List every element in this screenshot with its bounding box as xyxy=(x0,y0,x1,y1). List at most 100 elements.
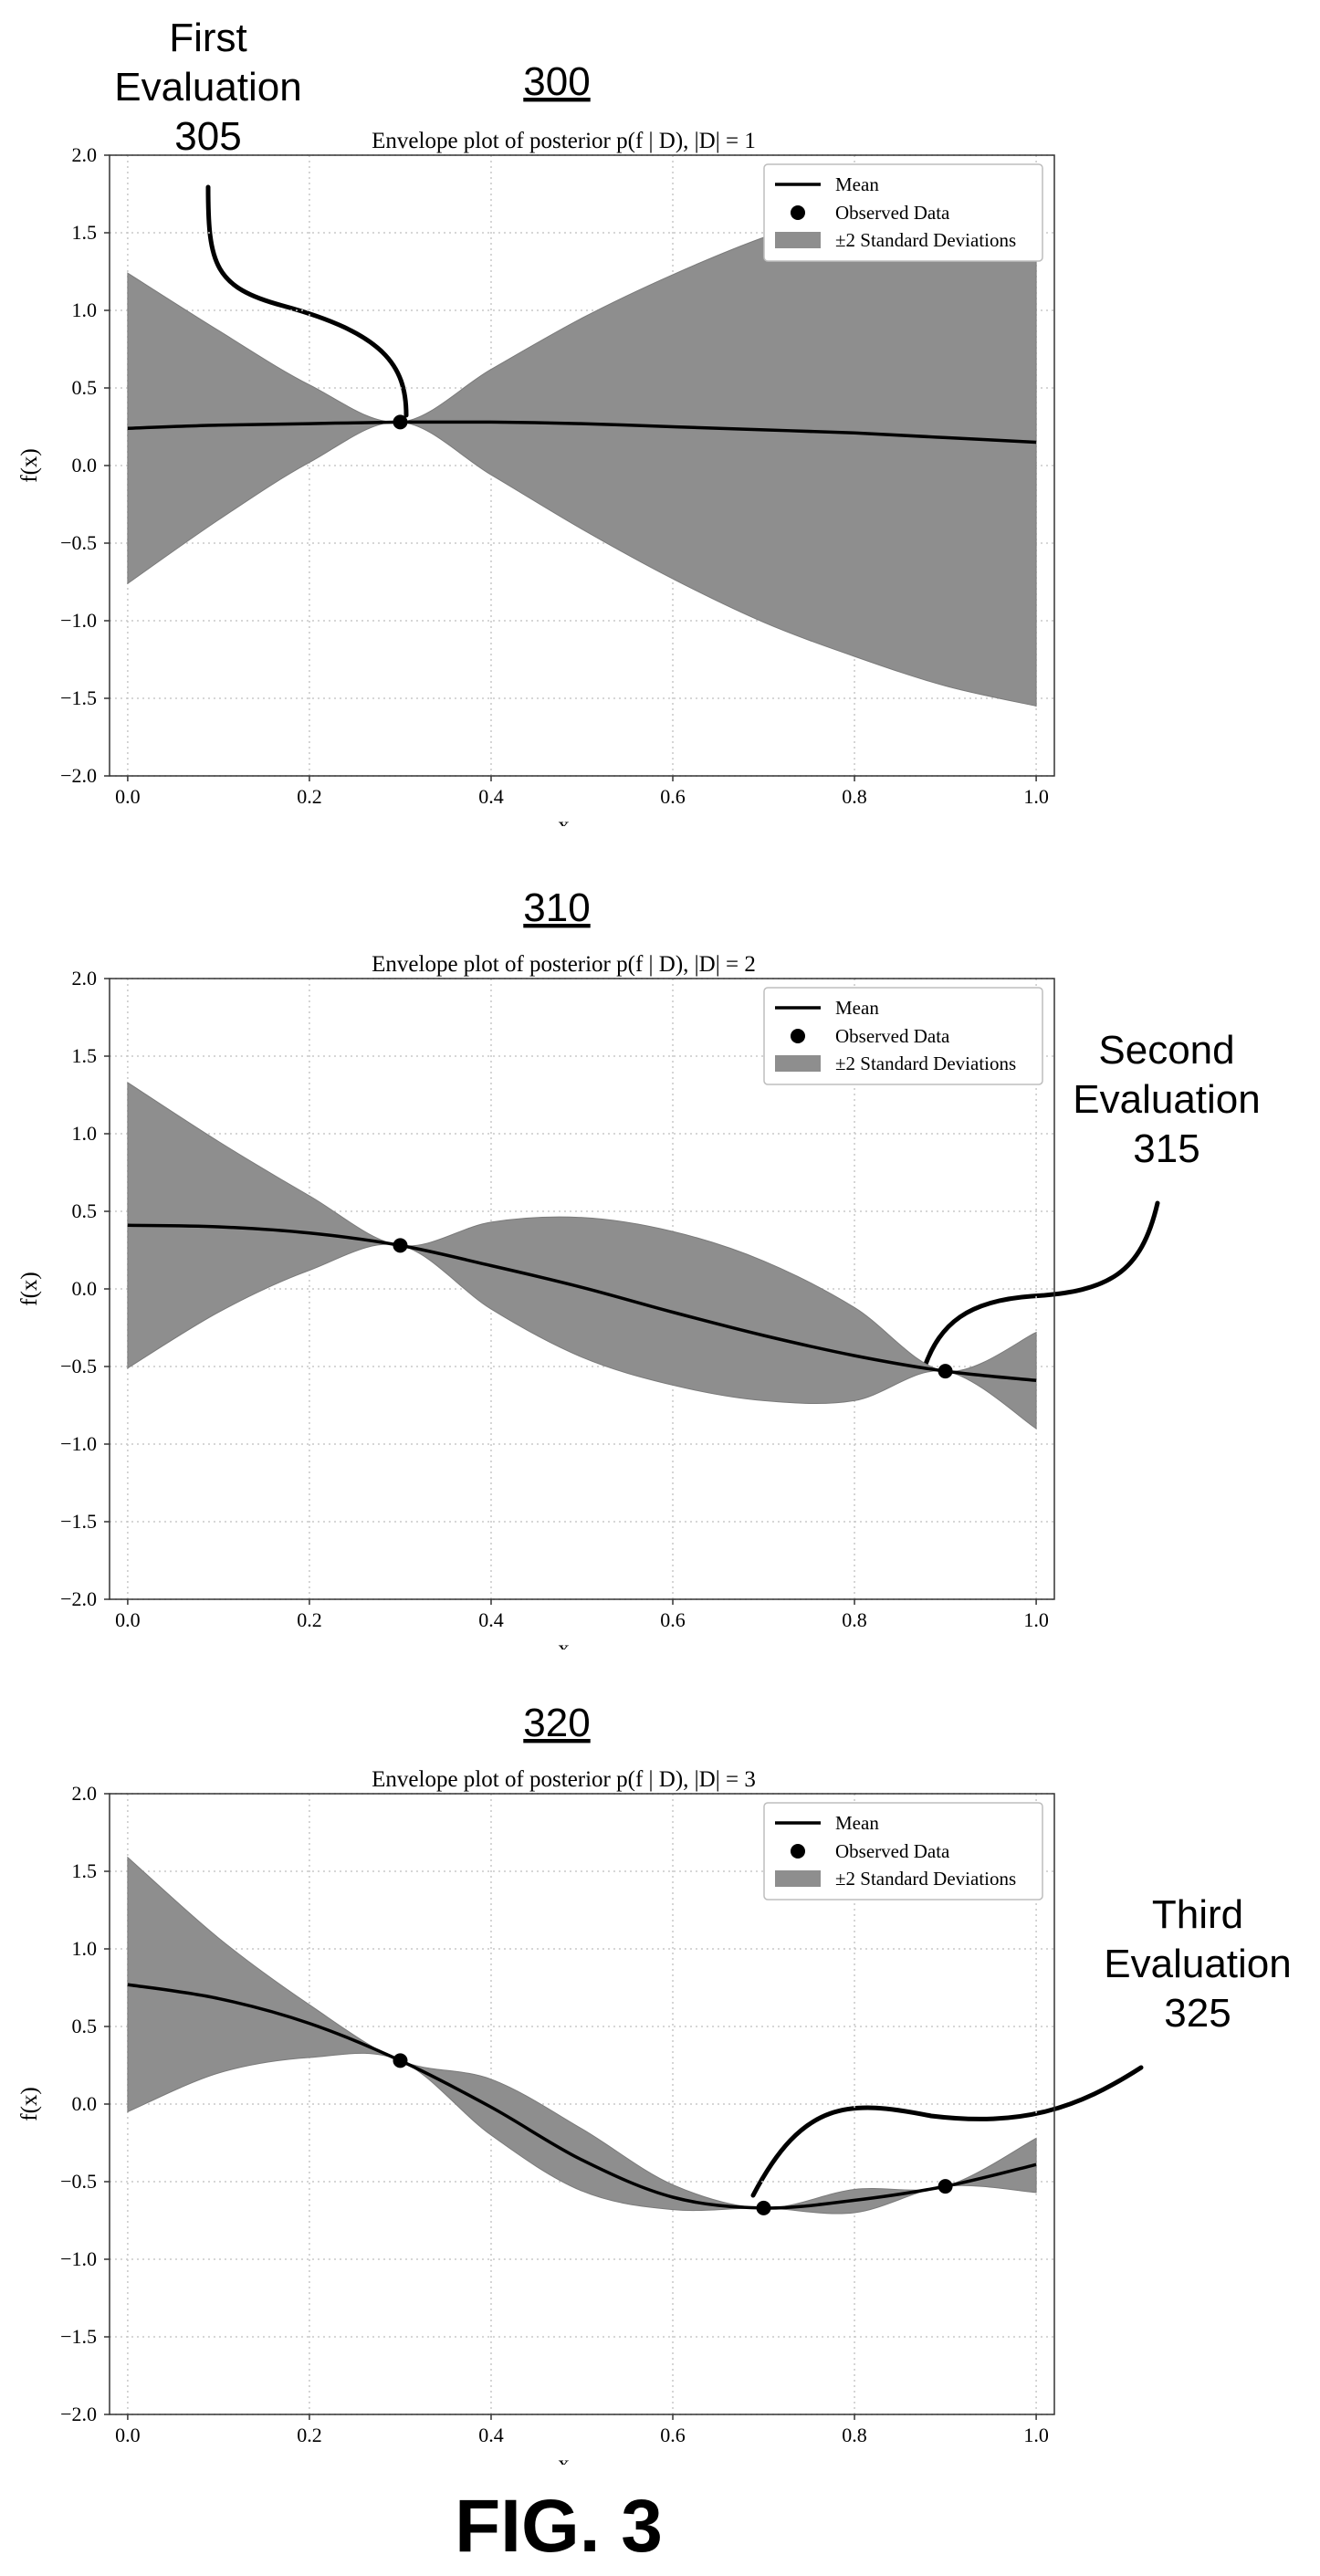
legend-band-swatch xyxy=(775,1870,821,1887)
mean-line xyxy=(127,1983,1037,2210)
y-tick-label: 1.5 xyxy=(72,221,98,244)
legend-observed-label: Observed Data xyxy=(835,1025,950,1047)
x-tick-label: 0.4 xyxy=(478,785,504,808)
y-tick-label: 2.0 xyxy=(72,143,98,166)
panel-300: 300 First Evaluation 305 0.0 0.2 0.4 0.6 0.8… xyxy=(17,16,1055,838)
y-tick-label: −0.5 xyxy=(60,1355,97,1377)
legend-band-swatch xyxy=(775,1055,821,1072)
legend-band-label: ±2 Standard Deviations xyxy=(835,1868,1016,1890)
x-tick-label: 0.8 xyxy=(842,1608,867,1631)
x-tick-label: 0.2 xyxy=(297,785,322,808)
std-band xyxy=(127,177,1037,707)
y-tick-label: 2.0 xyxy=(72,1782,98,1805)
panel-310: 310 Second Evaluation 315 0.0 0.2 0.4 0.6 0.… xyxy=(17,885,1261,1661)
x-tick-label: 0.8 xyxy=(842,2424,867,2446)
y-tick-label: −1.5 xyxy=(60,686,97,709)
legend-box xyxy=(763,987,1043,1085)
panel-320: 320 Third Evaluation 325 0.0 0.2 0.4 0.6 0.8… xyxy=(17,1701,1292,2477)
chart-title: Envelope plot of posterior p(f | D), |D|… xyxy=(372,1767,756,1792)
y-tick-label: −1.0 xyxy=(60,1432,97,1455)
annotation-second-line2: Evaluation xyxy=(1073,1077,1260,1122)
legend-observed-label: Observed Data xyxy=(835,202,950,224)
annotation-first-line1: First xyxy=(169,16,247,60)
panel-ref-300: 300 xyxy=(523,59,590,104)
mean-line xyxy=(127,1223,1037,1383)
x-tick-label: 0.2 xyxy=(297,1608,322,1631)
y-tick-label: 0.0 xyxy=(72,454,98,476)
annotation-third-line2: Evaluation xyxy=(1104,1942,1291,1986)
y-axis-label: f(x) xyxy=(17,2087,42,2120)
figure-label: FIG. 3 xyxy=(455,2485,663,2568)
y-tick-label: 0.0 xyxy=(72,2092,98,2115)
legend: Mean Observed Data ±2 Standard Deviations xyxy=(763,987,1043,1085)
y-tick-label: 1.0 xyxy=(72,1937,98,1960)
legend-box xyxy=(763,1802,1043,1901)
x-tick-label: 0.6 xyxy=(660,1608,686,1631)
y-axis-label: f(x) xyxy=(17,1272,42,1305)
y-tick-label: 0.5 xyxy=(72,376,98,399)
annotation-second-leader xyxy=(922,1200,1160,1369)
y-tick-label: 2.0 xyxy=(72,967,98,990)
panel-ref-310: 310 xyxy=(523,885,590,930)
x-axis-label: x xyxy=(558,1637,570,1661)
x-tick-label: 0.4 xyxy=(478,1608,504,1631)
legend-observed-swatch xyxy=(791,205,805,220)
legend-observed-swatch xyxy=(791,1029,805,1043)
annotation-second-evaluation: Second Evaluation 315 xyxy=(922,1028,1261,1369)
x-tick-label: 1.0 xyxy=(1023,1608,1049,1631)
y-tick-label: 0.5 xyxy=(72,1199,98,1222)
y-tick-label: 1.0 xyxy=(72,298,98,321)
legend: Mean Observed Data ±2 Standard Deviations xyxy=(763,163,1043,262)
x-axis-label: x xyxy=(558,813,570,838)
observed-point xyxy=(393,2053,408,2068)
chart-310: 0.0 0.2 0.4 0.6 0.8 1.0 2.0 1.5 1.0 0.5 0.0 −0.5 −1.… xyxy=(17,952,1055,1661)
y-tick-label: −1.0 xyxy=(60,2247,97,2270)
legend-box xyxy=(763,163,1043,262)
legend-mean-label: Mean xyxy=(835,1812,879,1834)
y-tick-label: −2.0 xyxy=(60,1587,97,1610)
observed-point xyxy=(938,1364,953,1379)
y-tick-label: −0.5 xyxy=(60,2170,97,2193)
annotation-second-line1: Second xyxy=(1098,1028,1234,1073)
legend: Mean Observed Data ±2 Standard Deviations xyxy=(763,1802,1043,1901)
std-band xyxy=(127,1081,1037,1429)
x-tick-label: 0.6 xyxy=(660,2424,686,2446)
legend-mean-label: Mean xyxy=(835,173,879,195)
y-tick-label: 1.5 xyxy=(72,1044,98,1067)
annotation-third-leader xyxy=(750,2065,1144,2198)
y-tick-label: −1.0 xyxy=(60,609,97,632)
chart-plot: 0.0 0.2 0.4 0.6 0.8 1.0 2.0 1.5 1.0 0.5 0.0 −0.5 −1.… xyxy=(17,1767,1055,2477)
annotation-third-evaluation: Third Evaluation 325 xyxy=(750,1892,1292,2198)
x-tick-label: 0.0 xyxy=(115,2424,141,2446)
y-tick-label: −1.5 xyxy=(60,2325,97,2348)
x-tick-label: 0.8 xyxy=(842,785,867,808)
legend-mean-label: Mean xyxy=(835,997,879,1019)
y-tick-label: −2.0 xyxy=(60,2403,97,2425)
chart-title: Envelope plot of posterior p(f | D), |D|… xyxy=(372,129,756,153)
y-tick-label: −2.0 xyxy=(60,764,97,787)
observed-point xyxy=(393,1238,408,1253)
x-tick-label: 0.0 xyxy=(115,1608,141,1631)
annotation-first-line3: 305 xyxy=(174,114,241,159)
y-tick-label: 0.0 xyxy=(72,1277,98,1300)
x-axis-label: x xyxy=(558,2452,570,2477)
y-tick-label: 0.5 xyxy=(72,2015,98,2037)
legend-band-swatch xyxy=(775,232,821,248)
y-tick-label: −1.5 xyxy=(60,1510,97,1533)
annotation-third-line3: 325 xyxy=(1164,1991,1231,2036)
x-tick-label: 1.0 xyxy=(1023,785,1049,808)
x-tick-label: 0.4 xyxy=(478,2424,504,2446)
x-tick-label: 1.0 xyxy=(1023,2424,1049,2446)
y-tick-label: 1.5 xyxy=(72,1859,98,1882)
chart-title: Envelope plot of posterior p(f | D), |D|… xyxy=(372,952,756,977)
chart-plot: 0.0 0.2 0.4 0.6 0.8 1.0 2.0 1.5 1.0 0.5 0.0 −0.5 −1.… xyxy=(17,129,1055,838)
observed-point xyxy=(938,2179,953,2194)
y-tick-label: −0.5 xyxy=(60,531,97,554)
annotation-first-line2: Evaluation xyxy=(114,65,301,110)
chart-320: 0.0 0.2 0.4 0.6 0.8 1.0 2.0 1.5 1.0 0.5 0.0 −0.5 −1.… xyxy=(17,1767,1055,2477)
y-axis-label: f(x) xyxy=(17,448,42,482)
annotation-second-line3: 315 xyxy=(1133,1126,1200,1171)
mean-line xyxy=(127,420,1037,445)
y-tick-label: 1.0 xyxy=(72,1122,98,1145)
